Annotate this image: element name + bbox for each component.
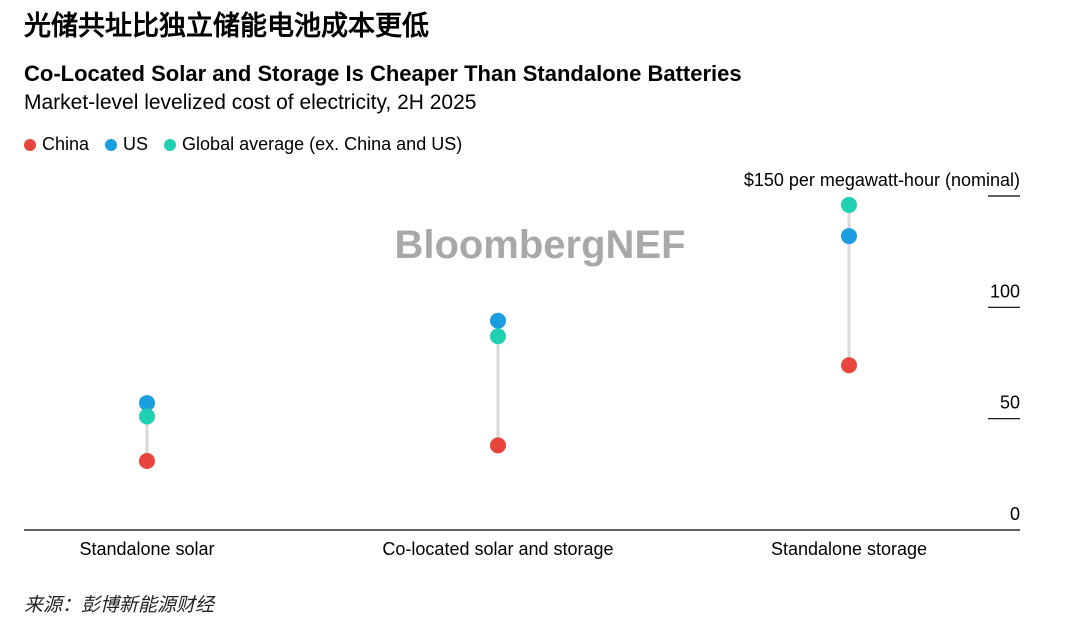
watermark: BloombergNEF <box>394 223 685 267</box>
y-tick-label: 0 <box>1010 504 1020 524</box>
legend-item-2: Global average (ex. China and US) <box>164 134 462 155</box>
legend: China US Global average (ex. China and US) <box>24 134 462 155</box>
y-tick-label: $150 per megawatt-hour (nominal) <box>744 170 1020 190</box>
data-point-global <box>490 328 506 345</box>
data-point-china <box>841 357 857 374</box>
source-note: 来源：彭博新能源财经 <box>24 594 215 616</box>
chart-subtitle: Market-level levelized cost of electrici… <box>24 91 477 114</box>
y-tick-label: 100 <box>990 281 1020 301</box>
data-point-china <box>490 437 506 454</box>
legend-item-0: China <box>24 134 89 155</box>
data-point-us <box>490 312 506 329</box>
legend-label: Global average (ex. China and US) <box>182 134 463 154</box>
data-point-global <box>841 196 857 213</box>
legend-swatch <box>24 138 36 151</box>
legend-swatch <box>164 138 177 151</box>
legend-label: China <box>42 134 90 154</box>
y-tick-label: 50 <box>1000 393 1020 413</box>
legend-label: US <box>123 134 149 154</box>
legend-swatch <box>105 138 118 151</box>
chart-title: Co-Located Solar and Storage Is Cheaper … <box>24 61 742 86</box>
headline-cn: 光储共址比独立储能电池成本更低 <box>24 11 429 42</box>
data-point-us <box>841 228 857 245</box>
legend-item-1: US <box>105 134 148 155</box>
x-tick-label: Co-located solar and storage <box>382 539 613 559</box>
data-point-us <box>139 395 155 412</box>
x-tick-label: Standalone solar <box>79 539 214 559</box>
data-point-global <box>139 408 155 425</box>
x-tick-label: Standalone storage <box>771 539 927 559</box>
data-point-china <box>139 452 155 469</box>
